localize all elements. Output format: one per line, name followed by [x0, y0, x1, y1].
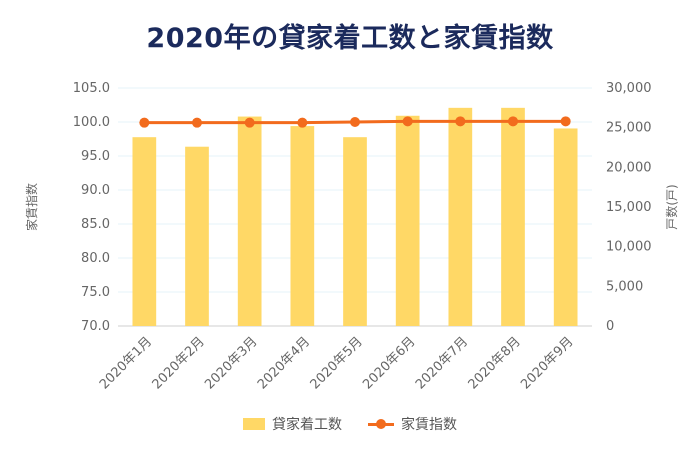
line-point — [455, 116, 466, 127]
y2-tick-label: 0 — [606, 319, 614, 334]
x-tick-label: 2020年4月 — [255, 334, 313, 392]
y-tick-label: 105.0 — [73, 81, 110, 96]
line-point — [192, 117, 202, 128]
line-point — [297, 117, 308, 128]
legend-item-bar: 貸家着工数 — [243, 414, 342, 434]
x-tick-label: 2020年3月 — [202, 334, 260, 392]
legend-item-line: 家賃指数 — [368, 414, 457, 434]
line-point — [402, 116, 413, 127]
y2-tick-label: 25,000 — [606, 121, 652, 136]
line-point — [350, 117, 360, 127]
bar — [343, 137, 367, 326]
y2-tick-label: 10,000 — [606, 240, 652, 255]
y-tick-label: 75.0 — [81, 285, 110, 300]
bar — [501, 107, 525, 326]
line-point — [560, 116, 571, 127]
y2-tick-label: 15,000 — [606, 200, 652, 215]
legend-label-line: 家賃指数 — [401, 417, 457, 433]
x-tick-label: 2020年9月 — [518, 334, 576, 392]
y-tick-label: 100.0 — [73, 115, 110, 130]
legend: 貸家着工数 家賃指数 — [0, 414, 700, 434]
y2-tick-label: 20,000 — [606, 160, 652, 175]
bar — [185, 146, 209, 326]
bar — [237, 116, 262, 326]
legend-swatch-line — [368, 418, 394, 430]
x-tick-label: 2020年2月 — [150, 334, 208, 392]
chart-title: 2020年の貸家着工数と家賃指数 — [146, 23, 554, 54]
bar — [448, 107, 473, 326]
y-tick-label: 85.0 — [81, 217, 110, 232]
bar — [132, 137, 157, 326]
line-point — [244, 117, 255, 128]
x-tick-label: 2020年6月 — [360, 334, 418, 392]
x-tick-label: 2020年8月 — [466, 334, 524, 392]
y-tick-label: 95.0 — [81, 149, 110, 164]
x-tick-label: 2020年1月 — [97, 334, 155, 392]
y-tick-label: 70.0 — [81, 319, 110, 334]
y-tick-label: 90.0 — [81, 183, 110, 198]
line-point — [508, 116, 518, 127]
bar — [290, 126, 315, 326]
legend-swatch-bar — [243, 418, 265, 430]
y2-axis-title: 戸数(戸) — [664, 184, 679, 229]
x-tick-label: 2020年5月 — [308, 334, 366, 392]
line-point — [139, 117, 150, 128]
bar — [395, 115, 420, 327]
bar — [553, 128, 578, 326]
y2-tick-label: 30,000 — [606, 81, 652, 96]
x-tick-label: 2020年7月 — [413, 334, 471, 392]
y2-tick-label: 5,000 — [606, 279, 643, 294]
y-axis-title: 家賃指数 — [24, 183, 39, 231]
legend-label-bar: 貸家着工数 — [272, 417, 342, 433]
y-tick-label: 80.0 — [81, 251, 110, 266]
